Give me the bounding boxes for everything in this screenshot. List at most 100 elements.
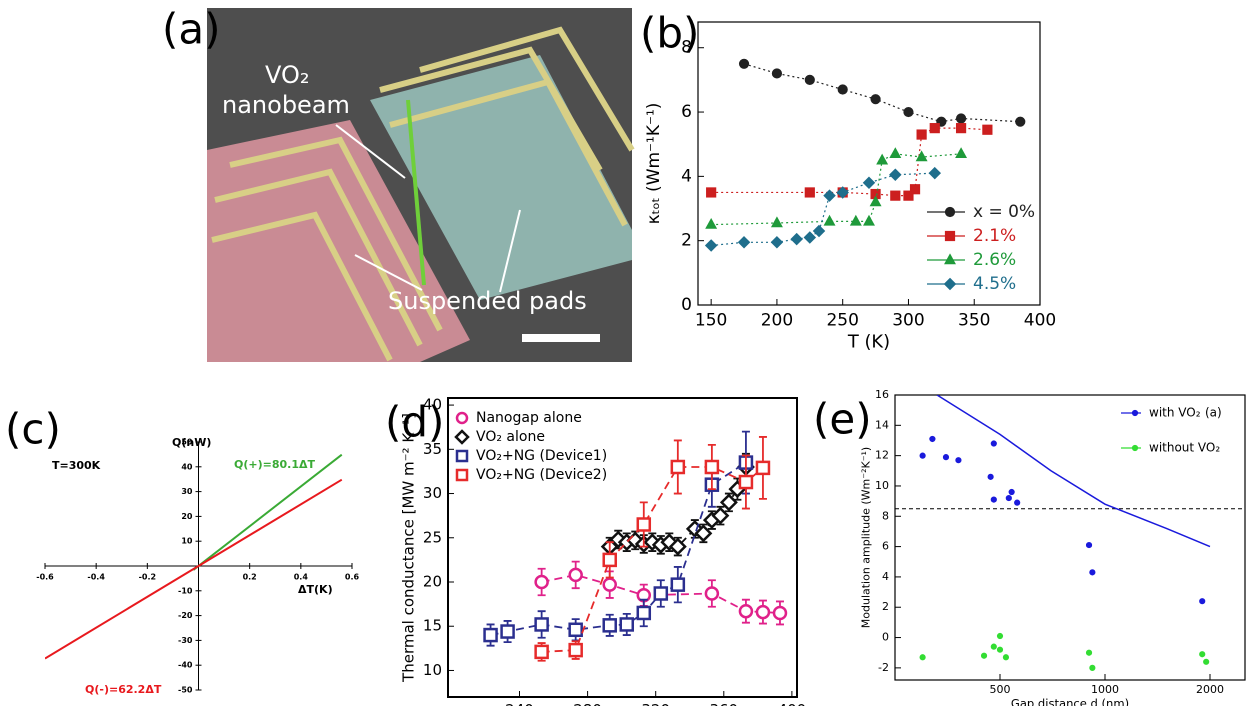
marker xyxy=(534,617,549,632)
marker xyxy=(636,517,652,532)
marker xyxy=(568,622,583,638)
chart-panel: (d)24028032036040010152025303540Temperat… xyxy=(385,396,806,706)
marker xyxy=(990,643,997,650)
legend-label: 2.1% xyxy=(973,226,1016,246)
marker xyxy=(790,232,803,246)
legend-entry: x = 0% xyxy=(927,202,1035,222)
legend-entry: with VO₂ xyxy=(1121,406,1201,420)
marker xyxy=(944,253,956,265)
marker xyxy=(454,429,470,445)
y-tick-label: 30 xyxy=(181,487,193,496)
marker xyxy=(455,449,469,463)
marker xyxy=(455,411,469,425)
x-tick-label: 1000 xyxy=(1091,683,1119,696)
annotation: (a) xyxy=(1205,406,1222,420)
marker xyxy=(704,586,720,601)
legend-label: Nanogap alone xyxy=(476,410,582,426)
sem-image: VO₂ nanobeam Suspended pads xyxy=(207,8,635,362)
marker xyxy=(660,533,679,552)
y-tick-label: 8 xyxy=(882,509,889,522)
marker xyxy=(636,605,652,621)
chart-panel: (b) 150 200 250 300 350 400 0 2 4 6 8 T (K) κₜₒₜ (Wm⁻… xyxy=(640,9,1056,353)
plot-area xyxy=(483,430,788,662)
legend-entry: VO₂+NG (Device1) xyxy=(455,448,607,464)
marker xyxy=(1002,654,1010,661)
marker xyxy=(568,642,583,658)
marker xyxy=(534,644,549,660)
panel-label: (a) xyxy=(162,5,221,54)
x-tick-label: 400 xyxy=(778,701,807,706)
y-tick-label: 15 xyxy=(423,617,442,635)
y-axis-label: κₜₒₜ (Wm⁻¹K⁻¹) xyxy=(644,103,664,225)
marker xyxy=(876,153,889,165)
series-line xyxy=(743,63,1021,123)
y-tick-label: 2 xyxy=(681,231,692,251)
series-line xyxy=(711,127,988,197)
marker xyxy=(863,214,875,226)
x-tick-label: 0.2 xyxy=(243,573,257,582)
annotation: ΔT(K) xyxy=(298,583,333,596)
y-tick-label: 12 xyxy=(875,449,889,462)
marker xyxy=(866,655,871,660)
annotation: Q(nW) xyxy=(172,436,211,449)
y-tick-label: 50 xyxy=(181,438,193,447)
marker xyxy=(996,646,1004,653)
series-line xyxy=(541,466,764,653)
series-line xyxy=(711,172,935,247)
y-tick-label: 4 xyxy=(882,570,889,583)
y-tick-label: -2 xyxy=(878,661,889,674)
annotation: Suspended pads xyxy=(388,287,587,315)
marker xyxy=(771,68,783,79)
marker xyxy=(602,577,617,592)
marker xyxy=(704,459,720,475)
plot-area xyxy=(866,395,1245,671)
marker xyxy=(889,168,902,182)
y-tick-label: 35 xyxy=(423,440,442,458)
marker xyxy=(803,231,817,244)
marker xyxy=(929,435,936,443)
marker xyxy=(944,206,956,218)
marker xyxy=(1014,499,1021,506)
marker xyxy=(1089,664,1096,671)
legend-entry: Nanogap alone xyxy=(455,410,582,426)
marker xyxy=(619,617,635,632)
plot-frame xyxy=(894,394,1246,681)
panel-label: (c) xyxy=(5,405,61,454)
plot-frame xyxy=(697,21,1041,306)
marker xyxy=(719,493,738,512)
annotation: nanobeam xyxy=(222,91,350,119)
y-axis-label: Thermal conductance [MW m⁻² K⁻¹] xyxy=(400,413,418,683)
marker xyxy=(770,236,784,249)
marker xyxy=(770,216,783,228)
y-tick-label: 16 xyxy=(875,388,889,401)
marker xyxy=(890,190,901,201)
y-tick-label: 8 xyxy=(681,38,692,58)
marker xyxy=(706,187,717,198)
x-tick-label: 280 xyxy=(573,701,602,706)
chart-panel: (c) -0.6 -0.4 -0.2 0.2 0.4 0.6 -50 -40 -30 -20 -10 1… xyxy=(5,405,360,697)
y-tick-label: 14 xyxy=(875,418,889,431)
y-tick-label: 6 xyxy=(681,102,692,122)
x-axis-label: Gap distance d (nm) xyxy=(1011,697,1129,706)
marker xyxy=(955,147,968,159)
marker xyxy=(919,654,926,661)
marker xyxy=(772,605,788,621)
marker xyxy=(919,452,926,459)
marker xyxy=(653,586,669,601)
marker xyxy=(849,214,862,226)
x-axis-label: T (K) xyxy=(847,331,890,352)
legend-label: x = 0% xyxy=(973,202,1035,222)
y-tick-label: 30 xyxy=(423,484,442,502)
annotation: Q(+)=80.1ΔT xyxy=(234,458,315,471)
marker xyxy=(982,124,993,135)
marker xyxy=(955,113,967,124)
legend-label: 2.6% xyxy=(973,250,1016,270)
marker xyxy=(929,123,940,134)
x-tick-label: 500 xyxy=(989,683,1010,696)
x-tick-label: 360 xyxy=(709,701,738,706)
marker xyxy=(711,506,730,525)
series-line xyxy=(192,453,343,571)
plot-frame xyxy=(447,397,798,698)
legend-entry: VO₂+NG (Device2) xyxy=(455,467,607,483)
legend-entry: 4.5% xyxy=(927,274,1016,294)
